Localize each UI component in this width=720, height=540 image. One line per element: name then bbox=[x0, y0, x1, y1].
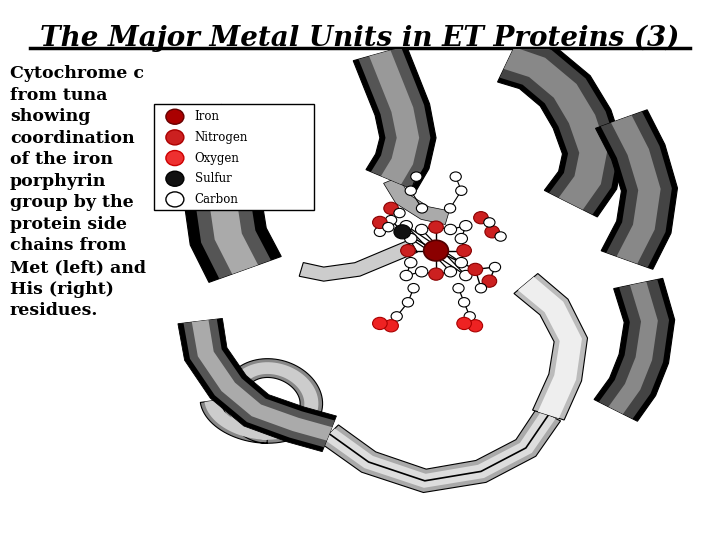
Circle shape bbox=[405, 186, 416, 195]
Text: Carbon: Carbon bbox=[194, 193, 238, 206]
Circle shape bbox=[474, 212, 488, 224]
Polygon shape bbox=[498, 34, 624, 217]
Circle shape bbox=[459, 220, 472, 231]
Circle shape bbox=[453, 284, 464, 293]
Circle shape bbox=[468, 264, 482, 275]
Circle shape bbox=[416, 204, 428, 213]
Text: Sulfur: Sulfur bbox=[194, 172, 231, 185]
Circle shape bbox=[464, 312, 475, 321]
Circle shape bbox=[166, 130, 184, 145]
Polygon shape bbox=[200, 359, 323, 443]
Circle shape bbox=[166, 171, 184, 186]
Circle shape bbox=[490, 262, 500, 272]
Circle shape bbox=[484, 218, 495, 227]
Circle shape bbox=[384, 202, 398, 214]
Polygon shape bbox=[384, 177, 449, 225]
Circle shape bbox=[384, 320, 398, 332]
Circle shape bbox=[408, 284, 419, 293]
Polygon shape bbox=[595, 110, 678, 269]
Polygon shape bbox=[369, 50, 419, 184]
Circle shape bbox=[383, 222, 394, 232]
Circle shape bbox=[485, 226, 500, 238]
Circle shape bbox=[495, 232, 506, 241]
Polygon shape bbox=[178, 319, 336, 451]
Circle shape bbox=[394, 225, 410, 239]
Polygon shape bbox=[594, 279, 675, 421]
Circle shape bbox=[459, 271, 472, 281]
Circle shape bbox=[459, 298, 469, 307]
Text: Cytochrome c
from tuna
showing
coordination
of the iron
porphyrin
group by the
p: Cytochrome c from tuna showing coordinat… bbox=[10, 65, 146, 319]
Polygon shape bbox=[611, 116, 661, 264]
Polygon shape bbox=[300, 240, 418, 281]
Text: Iron: Iron bbox=[194, 110, 220, 123]
Circle shape bbox=[482, 275, 497, 287]
FancyBboxPatch shape bbox=[153, 104, 314, 210]
Circle shape bbox=[423, 240, 449, 261]
Circle shape bbox=[444, 224, 456, 235]
Polygon shape bbox=[518, 277, 582, 418]
Polygon shape bbox=[354, 46, 436, 191]
Circle shape bbox=[475, 284, 487, 293]
Circle shape bbox=[456, 186, 467, 195]
Polygon shape bbox=[504, 47, 607, 210]
Circle shape bbox=[415, 224, 428, 235]
Circle shape bbox=[394, 208, 405, 218]
Circle shape bbox=[400, 245, 415, 256]
Text: Nitrogen: Nitrogen bbox=[194, 131, 248, 144]
Polygon shape bbox=[209, 114, 269, 274]
Polygon shape bbox=[514, 274, 588, 420]
Polygon shape bbox=[320, 409, 561, 492]
Circle shape bbox=[166, 151, 184, 166]
Polygon shape bbox=[184, 319, 335, 447]
Text: The Major Metal Units in ET Proteins (3): The Major Metal Units in ET Proteins (3) bbox=[40, 25, 680, 52]
Circle shape bbox=[385, 215, 397, 225]
Circle shape bbox=[405, 233, 417, 244]
Circle shape bbox=[428, 221, 444, 233]
Circle shape bbox=[456, 318, 472, 329]
Polygon shape bbox=[500, 38, 618, 214]
Circle shape bbox=[411, 172, 422, 181]
Polygon shape bbox=[194, 109, 282, 279]
Circle shape bbox=[166, 109, 184, 124]
Polygon shape bbox=[192, 320, 332, 441]
Circle shape bbox=[450, 172, 462, 181]
Circle shape bbox=[374, 227, 385, 237]
Circle shape bbox=[428, 268, 444, 280]
Circle shape bbox=[166, 192, 184, 207]
Circle shape bbox=[391, 312, 402, 321]
Circle shape bbox=[468, 320, 482, 332]
Polygon shape bbox=[204, 362, 318, 440]
Polygon shape bbox=[608, 282, 658, 414]
Polygon shape bbox=[359, 48, 431, 188]
Circle shape bbox=[400, 220, 413, 231]
Circle shape bbox=[400, 271, 413, 281]
Circle shape bbox=[402, 298, 413, 307]
Polygon shape bbox=[184, 104, 292, 282]
Circle shape bbox=[456, 245, 472, 256]
Polygon shape bbox=[599, 280, 669, 419]
Circle shape bbox=[455, 233, 467, 244]
Circle shape bbox=[444, 267, 456, 277]
Circle shape bbox=[455, 258, 467, 268]
Circle shape bbox=[415, 267, 428, 277]
Circle shape bbox=[372, 217, 387, 228]
Circle shape bbox=[372, 318, 387, 329]
Text: Oxygen: Oxygen bbox=[194, 152, 240, 165]
Circle shape bbox=[405, 258, 417, 268]
Circle shape bbox=[444, 204, 456, 213]
Polygon shape bbox=[600, 112, 672, 267]
Polygon shape bbox=[324, 411, 556, 488]
